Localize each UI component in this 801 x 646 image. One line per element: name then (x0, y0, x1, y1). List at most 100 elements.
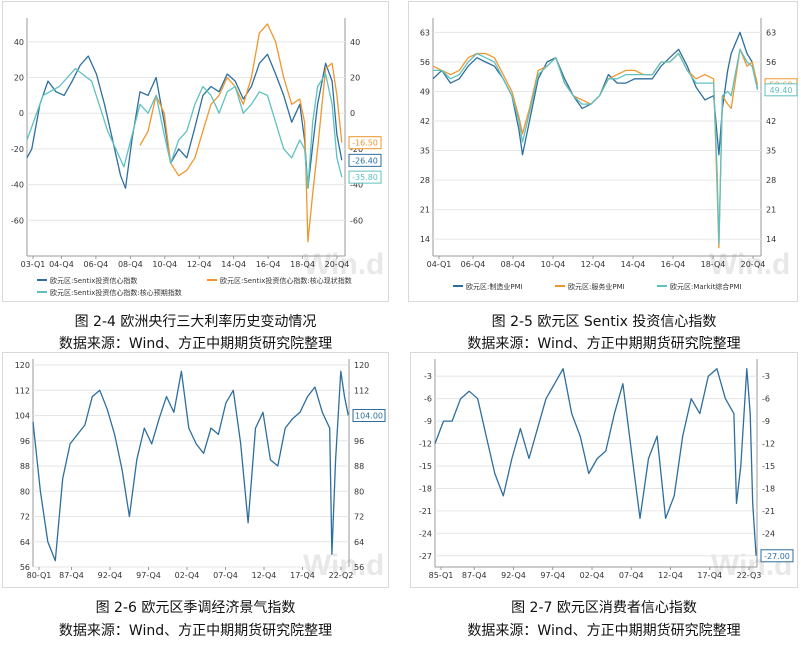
y-tick-label: -3 (424, 372, 432, 381)
x-tick-label: 08-Q4 (501, 260, 526, 269)
y-tick-label: 20 (14, 74, 24, 83)
x-tick-label: 12-Q4 (187, 260, 212, 269)
figure-source: 数据来源：Wind、方正中期期货研究院整理 (467, 623, 741, 639)
x-tick-label: 04-Q4 (49, 260, 74, 269)
x-tick-label: 06-Q4 (461, 260, 486, 269)
x-tick-label: 10-Q4 (152, 260, 177, 269)
x-tick-label: 03-Q1 (21, 260, 46, 269)
series-line (139, 23, 343, 243)
x-tick-label: 10-Q4 (541, 260, 566, 269)
y-right-tick-label: 64 (354, 538, 364, 547)
y-right-tick-label: 21 (766, 206, 776, 215)
figure-caption: 图 2-6 欧元区季调经济景气指数 (95, 600, 296, 616)
x-tick-label: 22-Q3 (737, 571, 762, 580)
y-tick-label: -6 (424, 395, 432, 404)
y-right-tick-label: -40 (350, 181, 363, 190)
series-line (26, 53, 343, 189)
y-tick-label: -40 (11, 181, 24, 190)
y-tick-label: 0 (19, 109, 24, 118)
y-right-tick-label: -6 (762, 395, 770, 404)
watermark: Win.d (709, 248, 790, 281)
y-right-tick-label: 80 (354, 487, 364, 496)
y-right-tick-label: 56 (354, 563, 364, 572)
x-tick-label: 14-Q4 (621, 260, 646, 269)
y-right-tick-label: -18 (762, 484, 775, 493)
legend-label: 欧元区:Markit综合PMI (670, 282, 742, 291)
y-right-tick-label: 28 (766, 176, 776, 185)
figure-source: 数据来源：Wind、方正中期期货研究院整理 (467, 336, 741, 352)
y-tick-label: -12 (419, 440, 432, 449)
end-value-label: -16.50 (352, 139, 378, 148)
y-right-tick-label: 56 (766, 58, 776, 67)
series-line (432, 48, 759, 249)
y-right-tick-label: 63 (766, 28, 776, 37)
series-line (432, 31, 759, 156)
y-tick-label: -27 (419, 552, 432, 561)
y-tick-label: 40 (14, 38, 24, 47)
end-value-box (352, 409, 386, 422)
y-right-tick-label: 96 (354, 437, 364, 446)
x-tick-label: 06-Q4 (84, 260, 109, 269)
legend-label: 欧元区:服务业PMI (568, 282, 625, 291)
x-tick-label: 16-Q4 (256, 260, 281, 269)
x-tick-label: 20-Q4 (741, 260, 766, 269)
legend-label: 欧元区:Sentix投资信心指数:核心现状指数 (220, 276, 352, 285)
y-tick-label: 64 (20, 538, 30, 547)
end-value-label: -35.80 (352, 173, 378, 182)
figure-source: 数据来源：Wind、方正中期期货研究院整理 (58, 623, 333, 639)
x-tick-label: 87-Q4 (462, 571, 487, 580)
x-tick-label: 16-Q4 (661, 260, 686, 269)
chart-panel-consumer-confidence: Win.d -3 -6 -9 -12 -15 -18 -21 -24 -27 -3 -6 -9 -12-… (410, 352, 798, 588)
y-tick-label: 112 (15, 386, 30, 395)
y-tick-label: 14 (420, 235, 430, 244)
x-tick-label: 18-Q4 (701, 260, 726, 269)
x-tick-label: 07-Q4 (619, 571, 644, 580)
series-line (32, 370, 349, 562)
y-tick-label: 56 (20, 563, 30, 572)
x-tick-label: 97-Q4 (136, 571, 161, 580)
y-tick-label: 80 (20, 487, 30, 496)
y-tick-label: 56 (420, 58, 430, 67)
y-tick-label: 63 (420, 28, 430, 37)
y-right-tick-label: 72 (354, 513, 364, 522)
y-tick-label: -24 (419, 529, 432, 538)
y-right-tick-label: 20 (350, 74, 360, 83)
x-tick-label: 85-Q1 (429, 571, 454, 580)
x-tick-label: 92-Q4 (98, 571, 123, 580)
x-tick-label: 80-Q1 (27, 571, 52, 580)
x-tick-label: 97-Q4 (540, 571, 565, 580)
x-tick-label: 04-Q1 (427, 260, 452, 269)
y-right-tick-label: 120 (354, 361, 369, 370)
series-line (26, 67, 343, 189)
chart-svg: Win.d 6356494235282114635649423528211404… (420, 18, 798, 291)
y-right-tick-label: 40 (350, 38, 360, 47)
x-tick-label: 17-Q4 (697, 571, 722, 580)
end-value-box (764, 83, 798, 97)
watermark: Win.d (303, 549, 384, 582)
y-right-tick-label: 0 (350, 109, 355, 118)
y-tick-label: -9 (424, 417, 432, 426)
legend-label: 欧元区:Sentix投资信心指数 (50, 276, 137, 285)
y-right-tick-label: -20 (350, 145, 363, 154)
x-tick-label: 12-Q4 (252, 571, 277, 580)
x-tick-label: 07-Q4 (213, 571, 238, 580)
chart-panel-ecb-rates: Win.d 40 20 0 -20 -40 -60 40 20 0 -20 -40 -60 03-Q1 0… (2, 1, 389, 302)
y-right-tick-label: -24 (762, 529, 775, 538)
chart-panel-sentix: Win.d 6356494235282114635649423528211404… (408, 1, 798, 302)
end-value-label: -26.40 (352, 156, 378, 165)
x-tick-label: 18-Q4 (290, 260, 315, 269)
y-tick-label: -21 (419, 507, 432, 516)
y-tick-label: 28 (420, 176, 430, 185)
legend-label: 欧元区:制造业PMI (466, 282, 523, 291)
y-right-tick-label: -21 (762, 507, 775, 516)
x-tick-label: 12-Q4 (581, 260, 606, 269)
figure-caption: 图 2-7 欧元区消费者信心指数 (511, 600, 697, 616)
end-value-box (348, 170, 382, 184)
chart-panel-esi: Win.d 1201121049688807264561201121049688… (2, 352, 389, 588)
y-right-tick-label: -15 (762, 462, 775, 471)
y-right-tick-label: -9 (762, 417, 770, 426)
x-tick-label: 02-Q4 (175, 571, 200, 580)
y-right-tick-label: 14 (766, 235, 776, 244)
figure-source: 数据来源：Wind、方正中期期货研究院整理 (58, 336, 333, 352)
